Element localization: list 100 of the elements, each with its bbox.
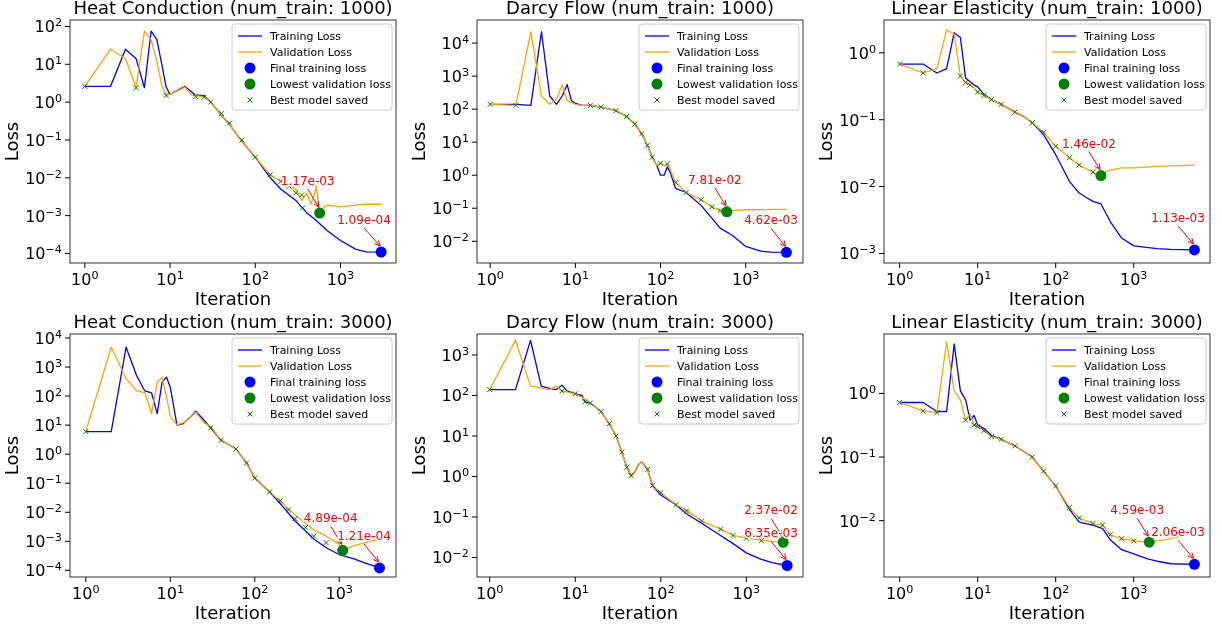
chart-title: Heat Conduction (num_train: 3000) [73,311,393,333]
legend-label: Training Loss [676,30,749,43]
x-axis-title: Iteration [1008,288,1086,309]
x-tick-label: 10$^{1}$ [156,582,185,603]
y-tick-label: 10$^{2}$ [34,385,62,407]
y-axis-title: Loss [1,435,22,476]
annotation: 2.06e-03 [1151,525,1205,540]
annotation: 4.59e-03 [1110,503,1165,518]
legend-label: Validation Loss [270,360,353,373]
legend-label: Best model saved [677,94,776,107]
y-tick-label: 10$^{1}$ [441,425,469,446]
legend-label: Best model saved [677,408,776,421]
legend-label: Training Loss [1083,30,1156,43]
x-tick-label: 10$^{2}$ [1041,268,1070,289]
y-tick-label: 10$^{−2}$ [432,230,469,252]
y-tick-label: 10$^{−1}$ [432,197,469,219]
y-tick-label: 10$^{1}$ [34,414,62,436]
chart-title: Darcy Flow (num_train: 1000) [506,0,774,19]
y-tick-label: 10$^{−2}$ [839,176,876,197]
legend-label: Lowest validation loss [270,392,392,405]
y-tick-label: 10$^{0}$ [441,466,469,487]
x-tick-label: 10$^{0}$ [476,268,504,289]
y-tick-label: 10$^{1}$ [34,53,62,75]
annotation: 1.09e-04 [337,213,391,228]
y-tick-label: 10$^{0}$ [34,91,62,113]
x-tick-label: 10$^{1}$ [561,268,590,289]
x-tick-label: 10$^{1}$ [963,268,992,289]
legend-label: Training Loss [676,344,749,357]
y-tick-label: 10$^{2}$ [34,15,62,37]
annotation: 1.21e-04 [337,528,391,543]
y-tick-label: 10$^{−1}$ [839,446,876,468]
x-axis-title: Iteration [194,602,272,623]
y-axis-title: Loss [1,121,22,162]
legend-label: Validation Loss [677,46,760,59]
annotation: 1.17e-03 [280,174,335,189]
legend-label: Best model saved [270,94,369,107]
x-tick-label: 10$^{2}$ [646,268,675,289]
y-tick-label: 10$^{−3}$ [839,242,876,264]
legend-label: Final training loss [270,376,367,389]
legend-label: Validation Loss [1084,360,1167,373]
y-tick-label: 10$^{2}$ [441,98,469,120]
y-tick-label: 10$^{4}$ [441,32,469,54]
x-tick-label: 10$^{0}$ [475,582,504,603]
y-tick-label: 10$^{3}$ [441,65,469,87]
chart-title: Heat Conduction (num_train: 1000) [73,0,393,19]
y-tick-label: 10$^{−2}$ [432,547,469,568]
y-tick-label: 10$^{0}$ [441,164,469,186]
y-tick-label: 10$^{−1}$ [25,129,62,150]
x-axis-title: Iteration [1008,602,1086,623]
legend-label: Final training loss [677,376,774,389]
legend-label: Validation Loss [270,46,353,59]
y-tick-label: 10$^{1}$ [441,131,469,153]
x-tick-label: 10$^{1}$ [561,582,589,603]
y-tick-label: 10$^{0}$ [848,382,876,404]
legend-label: Best model saved [1084,94,1183,107]
legend-label: Best model saved [270,408,369,421]
legend-label: Final training loss [270,62,367,75]
y-tick-label: 10$^{−2}$ [25,167,62,188]
legend-label: Training Loss [1083,344,1156,357]
x-tick-label: 10$^{3}$ [1119,582,1148,603]
legend-label: Final training loss [677,62,774,75]
annotation: 1.46e-02 [1062,136,1116,151]
x-tick-label: 10$^{3}$ [732,268,760,289]
y-tick-label: 10$^{4}$ [34,327,62,348]
y-tick-label: 10$^{−1}$ [432,506,469,527]
annotation: 4.89e-04 [303,511,358,526]
legend-label: Lowest validation loss [270,78,392,91]
legend-label: Lowest validation loss [677,78,799,91]
x-tick-label: 10$^{3}$ [326,268,355,289]
x-axis-title: Iteration [601,288,679,309]
x-axis-title: Iteration [194,288,272,309]
legend-label: Validation Loss [1084,46,1167,59]
y-tick-label: 10$^{−4}$ [25,242,62,264]
x-tick-label: 10$^{0}$ [885,268,914,289]
y-tick-label: 10$^{−2}$ [839,510,876,531]
y-tick-label: 10$^{2}$ [441,385,469,406]
legend-label: Training Loss [269,344,342,357]
y-tick-label: 10$^{−4}$ [25,559,62,581]
x-tick-label: 10$^{2}$ [1041,582,1070,603]
y-axis-title: Loss [408,435,429,476]
x-tick-label: 10$^{3}$ [1119,268,1148,289]
legend-label: Final training loss [1084,376,1181,389]
legend-label: Lowest validation loss [677,392,799,405]
y-tick-label: 10$^{3}$ [34,356,62,378]
x-axis-title: Iteration [601,602,679,623]
annotation: 7.81e-02 [688,172,742,187]
annotation: 4.62e-03 [744,213,798,228]
x-tick-label: 10$^{1}$ [156,268,184,289]
y-tick-label: 10$^{0}$ [34,443,62,465]
legend-label: Final training loss [1084,62,1181,75]
y-tick-label: 10$^{0}$ [848,42,876,63]
y-tick-label: 10$^{3}$ [441,344,469,365]
y-tick-label: 10$^{−3}$ [25,530,62,552]
legend-label: Best model saved [1084,408,1183,421]
legend-label: Lowest validation loss [1084,392,1206,405]
y-axis-title: Loss [815,121,836,162]
y-tick-label: 10$^{−2}$ [25,501,62,523]
x-tick-label: 10$^{3}$ [732,582,761,603]
x-tick-label: 10$^{3}$ [325,582,353,603]
x-tick-label: 10$^{2}$ [241,582,269,603]
